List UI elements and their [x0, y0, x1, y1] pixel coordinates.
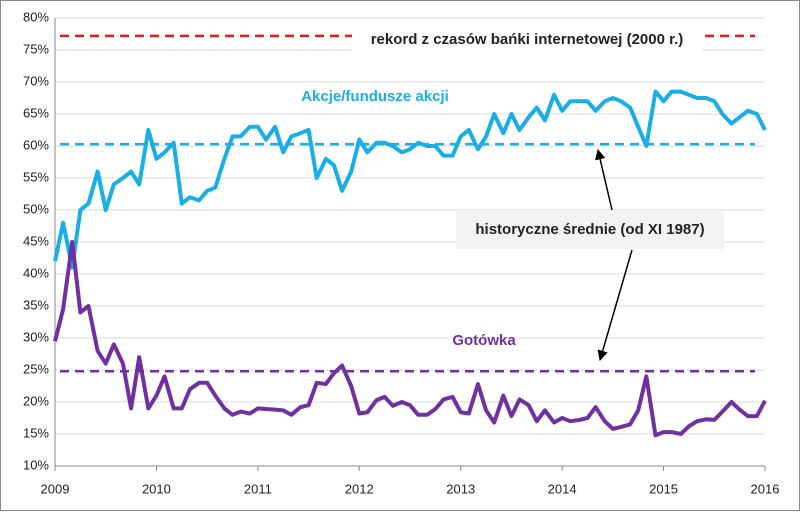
arrow	[597, 249, 633, 362]
x-tick-label: 2010	[142, 481, 171, 496]
annotation: historyczne średnie (od XI 1987)	[475, 221, 704, 238]
y-tick-label: 30%	[23, 329, 49, 344]
series-line	[53, 240, 767, 438]
y-tick-label: 10%	[23, 457, 49, 472]
y-tick-label: 25%	[23, 361, 49, 376]
reference-label-box	[352, 25, 702, 55]
y-tick-label: 15%	[23, 425, 49, 440]
reference-label: rekord z czasów bańki internetowej (2000…	[371, 31, 684, 48]
y-tick-label: 55%	[23, 169, 49, 184]
x-tick-label: 2016	[751, 481, 780, 496]
x-tick-label: 2013	[446, 481, 475, 496]
y-tick-label: 40%	[23, 265, 49, 280]
annotation-box	[456, 211, 724, 249]
y-tick-label: 70%	[23, 73, 49, 88]
y-tick-label: 45%	[23, 233, 49, 248]
y-tick-label: 60%	[23, 137, 49, 152]
x-tick-label: 2014	[548, 481, 577, 496]
y-tick-label: 35%	[23, 297, 49, 312]
x-tick-label: 2011	[244, 481, 272, 496]
y-tick-label: 65%	[23, 105, 49, 120]
x-tick-label: 2015	[649, 481, 678, 496]
arrow	[595, 148, 613, 211]
y-tick-label: 50%	[23, 201, 49, 216]
series-line	[53, 89, 767, 270]
y-tick-label: 80%	[23, 9, 49, 24]
y-tick-label: 75%	[23, 41, 49, 56]
series-label: Akcje/fundusze akcji	[301, 88, 449, 105]
y-tick-label: 20%	[23, 393, 49, 408]
series-label: Gotówka	[452, 332, 516, 349]
x-tick-label: 2009	[41, 481, 70, 496]
x-tick-label: 2012	[345, 481, 374, 496]
